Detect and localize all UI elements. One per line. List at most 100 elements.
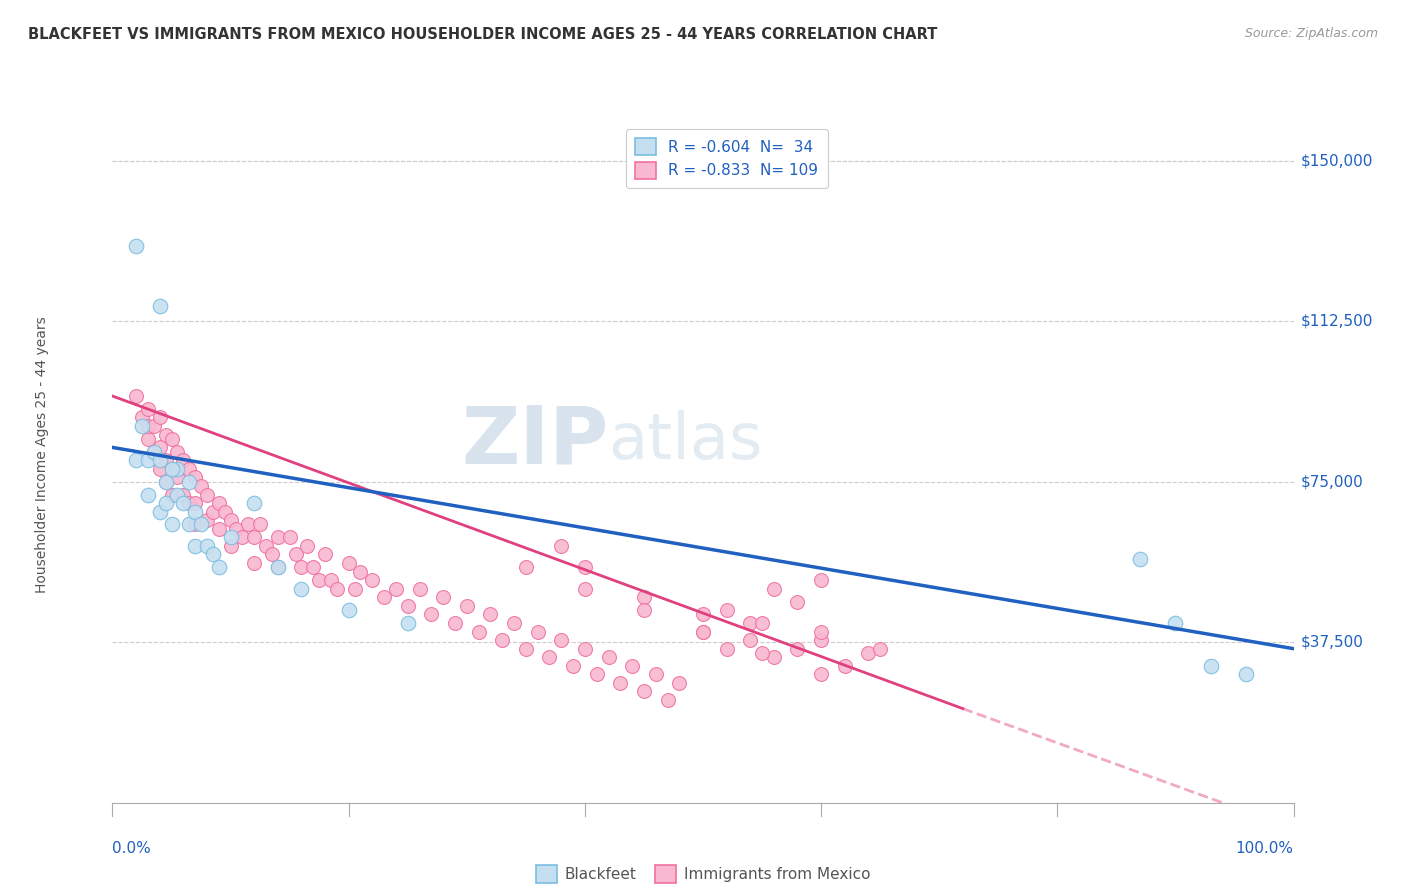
Point <box>214 505 236 519</box>
Point <box>243 530 266 544</box>
Point <box>692 624 714 639</box>
Point <box>219 539 242 553</box>
Point <box>136 453 159 467</box>
Point <box>208 560 231 574</box>
Point <box>172 453 194 467</box>
Point <box>479 607 502 622</box>
Point <box>751 615 773 630</box>
Point <box>243 556 266 570</box>
Text: Source: ZipAtlas.com: Source: ZipAtlas.com <box>1244 27 1378 40</box>
Point <box>160 462 183 476</box>
Point <box>142 419 165 434</box>
Point <box>149 299 172 313</box>
Point <box>179 496 201 510</box>
Point <box>249 517 271 532</box>
Point <box>149 441 172 455</box>
Point <box>538 650 561 665</box>
Point <box>160 462 183 476</box>
Point <box>1199 658 1222 673</box>
Point <box>166 444 188 458</box>
Point <box>297 539 319 553</box>
Point <box>432 591 454 605</box>
Point <box>172 487 194 501</box>
Point <box>219 530 242 544</box>
Point <box>149 505 172 519</box>
Point <box>385 582 408 596</box>
Text: $37,500: $37,500 <box>1301 635 1364 649</box>
Text: $150,000: $150,000 <box>1301 153 1372 168</box>
Point <box>136 487 159 501</box>
Point <box>314 548 336 562</box>
Text: atlas: atlas <box>609 410 763 472</box>
Point <box>574 641 596 656</box>
Point <box>136 432 159 446</box>
Point <box>149 462 172 476</box>
Point <box>633 684 655 698</box>
Point <box>184 496 207 510</box>
Point <box>491 633 513 648</box>
Point <box>166 462 188 476</box>
Point <box>326 582 349 596</box>
Point <box>172 496 194 510</box>
Text: $112,500: $112,500 <box>1301 314 1372 328</box>
Point <box>1234 667 1257 681</box>
Text: 0.0%: 0.0% <box>112 841 152 856</box>
Point <box>740 633 762 648</box>
Point <box>238 517 260 532</box>
Point <box>278 530 301 544</box>
Point <box>284 548 307 562</box>
Point <box>131 419 153 434</box>
Point <box>716 641 738 656</box>
Point <box>290 582 312 596</box>
Point <box>219 513 242 527</box>
Point <box>184 517 207 532</box>
Point <box>515 560 537 574</box>
Point <box>149 453 172 467</box>
Point <box>349 565 371 579</box>
Point <box>337 603 360 617</box>
Point <box>190 479 212 493</box>
Text: 100.0%: 100.0% <box>1236 841 1294 856</box>
Point <box>751 646 773 660</box>
Point <box>585 667 607 681</box>
Point <box>337 556 360 570</box>
Point <box>254 539 277 553</box>
Point <box>155 453 177 467</box>
Point <box>644 667 666 681</box>
Point <box>574 582 596 596</box>
Point <box>574 560 596 574</box>
Point <box>184 470 207 484</box>
Point <box>526 624 548 639</box>
Point <box>762 650 785 665</box>
Legend: Blackfeet, Immigrants from Mexico: Blackfeet, Immigrants from Mexico <box>530 859 876 889</box>
Point <box>621 658 644 673</box>
Text: $75,000: $75,000 <box>1301 475 1364 489</box>
Point <box>319 573 342 587</box>
Point <box>834 658 856 673</box>
Point <box>267 530 290 544</box>
Point <box>131 410 153 425</box>
Point <box>562 658 585 673</box>
Point <box>208 522 231 536</box>
Point <box>160 487 183 501</box>
Point <box>290 560 312 574</box>
Point <box>125 389 148 403</box>
Point <box>373 591 395 605</box>
Point <box>633 591 655 605</box>
Point <box>160 432 183 446</box>
Point <box>308 573 330 587</box>
Point <box>515 641 537 656</box>
Point <box>195 539 218 553</box>
Point <box>231 530 253 544</box>
Point <box>190 517 212 532</box>
Point <box>810 667 832 681</box>
Point <box>716 603 738 617</box>
Point <box>657 693 679 707</box>
Text: BLACKFEET VS IMMIGRANTS FROM MEXICO HOUSEHOLDER INCOME AGES 25 - 44 YEARS CORREL: BLACKFEET VS IMMIGRANTS FROM MEXICO HOUS… <box>28 27 938 42</box>
Point <box>179 517 201 532</box>
Point <box>444 615 467 630</box>
Point <box>420 607 443 622</box>
Point <box>692 607 714 622</box>
Point <box>361 573 384 587</box>
Point <box>633 603 655 617</box>
